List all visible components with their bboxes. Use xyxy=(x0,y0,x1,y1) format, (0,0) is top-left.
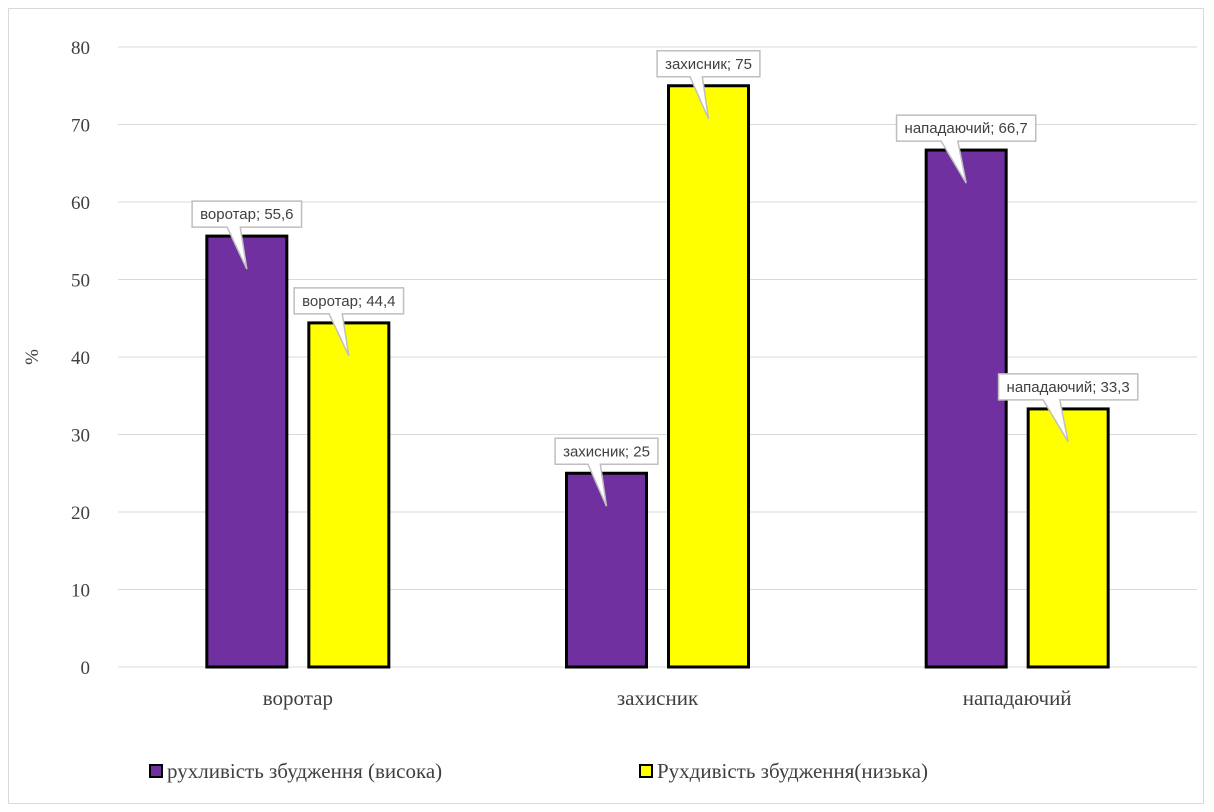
y-tick-label: 10 xyxy=(71,581,90,602)
y-tick-label: 0 xyxy=(81,658,91,679)
callout-box xyxy=(997,373,1139,443)
y-tick-label: 50 xyxy=(71,271,90,292)
x-category-label: захисник xyxy=(617,686,699,710)
legend-label: рухливість збудження (висока) xyxy=(167,759,442,783)
data-label: захисник; 75 xyxy=(665,56,752,73)
bars xyxy=(205,84,1110,669)
y-tick-label: 60 xyxy=(71,193,90,214)
bar-low-0 xyxy=(307,321,391,669)
y-tick-label: 70 xyxy=(71,116,90,137)
data-label: нападаючий; 33,3 xyxy=(1007,379,1130,396)
y-tick-label: 80 xyxy=(71,38,90,59)
x-category-label: нападаючий xyxy=(963,686,1072,710)
legend-swatch xyxy=(639,764,653,778)
y-tick-label: 30 xyxy=(71,426,90,447)
gridlines xyxy=(118,46,1197,668)
data-label: захисник; 25 xyxy=(563,443,650,460)
callout-box xyxy=(656,50,761,120)
data-callout: воротар; 55,6 xyxy=(191,200,303,270)
data-callout: захисник; 25 xyxy=(554,437,659,507)
legend: рухливість збудження (висока) Рухдивість … xyxy=(149,759,928,783)
data-label: воротар; 55,6 xyxy=(200,206,293,223)
callout-box xyxy=(191,200,303,270)
callout-box xyxy=(895,114,1037,184)
bar-low-2 xyxy=(1026,407,1110,669)
bar-low-1 xyxy=(667,84,750,669)
data-callout: воротар; 44,4 xyxy=(293,287,405,357)
data-label: нападаючий; 66,7 xyxy=(905,120,1028,137)
callout-box xyxy=(293,287,405,357)
y-axis-title: % xyxy=(22,349,43,365)
y-tick-label: 40 xyxy=(71,348,90,369)
x-category-label: воротар xyxy=(263,686,333,710)
data-callouts: воротар; 55,6 захисник; 25 нападаючий; 66,… xyxy=(191,50,1139,507)
bar-high-0 xyxy=(205,234,289,669)
data-callout: нападаючий; 33,3 xyxy=(997,373,1139,443)
callout-box xyxy=(554,437,659,507)
data-callout: захисник; 75 xyxy=(656,50,761,120)
legend-swatch xyxy=(149,764,163,778)
legend-label: Рухдивість збудження(низька) xyxy=(657,759,928,783)
data-label: воротар; 44,4 xyxy=(302,293,395,310)
data-callout: нападаючий; 66,7 xyxy=(895,114,1037,184)
y-tick-label: 20 xyxy=(71,503,90,524)
bar-high-2 xyxy=(924,148,1008,669)
y-axis-ticks: 0 10 20 30 40 50 60 70 80 xyxy=(71,38,90,679)
x-axis-categories: воротар захисник нападаючий xyxy=(263,686,1072,710)
